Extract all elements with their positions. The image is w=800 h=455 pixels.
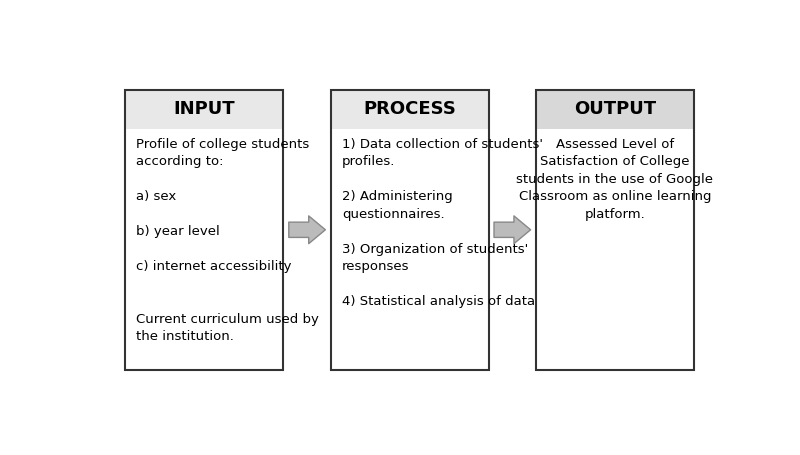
Text: Profile of college students
according to:

a) sex

b) year level

c) internet ac: Profile of college students according to…: [136, 137, 319, 343]
Text: 1) Data collection of students'
profiles.

2) Administering
questionnaires.

3) : 1) Data collection of students' profiles…: [342, 137, 542, 308]
FancyBboxPatch shape: [125, 90, 283, 129]
FancyBboxPatch shape: [536, 90, 694, 129]
Text: PROCESS: PROCESS: [363, 100, 456, 118]
Text: INPUT: INPUT: [173, 100, 234, 118]
FancyBboxPatch shape: [330, 90, 489, 129]
FancyArrowPatch shape: [289, 216, 326, 244]
Text: OUTPUT: OUTPUT: [574, 100, 656, 118]
FancyArrowPatch shape: [494, 216, 530, 244]
Text: Assessed Level of
Satisfaction of College
students in the use of Google
Classroo: Assessed Level of Satisfaction of Colleg…: [517, 137, 714, 221]
